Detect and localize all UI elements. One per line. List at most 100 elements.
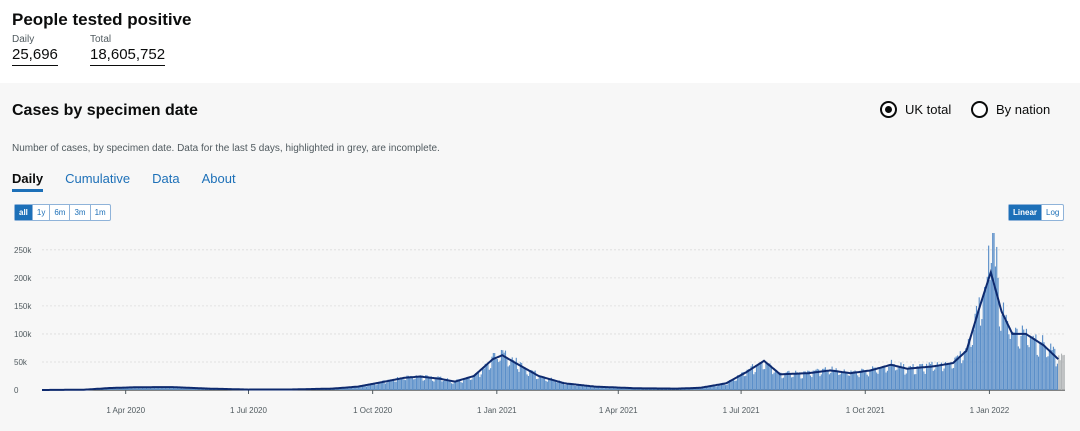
- daily-case-bar: [461, 382, 463, 390]
- daily-case-bar: [513, 360, 515, 390]
- chart-description: Number of cases, by specimen date. Data …: [12, 143, 440, 154]
- daily-case-bar: [722, 382, 724, 390]
- daily-case-bar: [600, 386, 602, 390]
- daily-case-bar: [383, 380, 385, 390]
- daily-case-bar: [167, 387, 169, 390]
- daily-case-bar: [411, 377, 413, 390]
- cases-chart[interactable]: 0 50k 100k 150k 200k 250k 1 Apr 2020 1 Jul 202…: [0, 233, 1080, 431]
- daily-case-bar: [557, 380, 559, 390]
- daily-case-bar: [1060, 353, 1063, 390]
- filter-3m-button[interactable]: 3m: [70, 205, 91, 220]
- scale-log-button[interactable]: Log: [1046, 208, 1060, 217]
- tab-daily[interactable]: Daily: [12, 171, 44, 192]
- radio-uk-total[interactable]: UK total: [880, 101, 951, 118]
- daily-case-bar: [483, 368, 485, 390]
- daily-case-bar: [776, 371, 778, 390]
- daily-case-bar: [566, 383, 569, 390]
- x-tick-label: 1 Jul 2021: [723, 406, 760, 415]
- daily-case-bar: [379, 382, 381, 390]
- daily-case-bar: [342, 387, 345, 390]
- daily-case-bar: [384, 383, 386, 390]
- daily-case-bar: [145, 386, 148, 390]
- daily-case-bar: [819, 376, 821, 390]
- tab-about[interactable]: About: [201, 171, 236, 186]
- daily-case-bar: [688, 388, 690, 390]
- daily-case-bar: [764, 369, 766, 390]
- daily-case-bar: [144, 386, 146, 390]
- daily-case-bar: [531, 370, 534, 390]
- daily-case-bar: [190, 387, 192, 390]
- daily-case-bar: [508, 365, 511, 390]
- daily-case-bar: [581, 385, 583, 390]
- daily-case-bar: [986, 276, 988, 390]
- daily-case-bar: [927, 366, 929, 390]
- daily-case-bar: [877, 373, 879, 390]
- daily-case-bar: [1006, 320, 1009, 390]
- daily-case-bar: [442, 380, 444, 390]
- daily-case-bar: [867, 376, 870, 390]
- daily-case-bar: [1017, 346, 1019, 390]
- daily-case-bar: [873, 367, 875, 390]
- daily-case-bar: [855, 372, 857, 390]
- daily-case-bar: [955, 356, 957, 390]
- daily-case-bar: [371, 383, 373, 390]
- daily-value-link[interactable]: 25,696: [12, 46, 58, 66]
- daily-case-bar: [985, 289, 987, 390]
- daily-case-bar: [755, 364, 758, 390]
- daily-case-bar: [1004, 320, 1006, 390]
- daily-case-bar: [766, 363, 768, 390]
- daily-case-bar: [422, 380, 424, 390]
- daily-case-bar: [434, 378, 436, 390]
- filter-6m-button[interactable]: 6m: [50, 205, 71, 220]
- daily-case-bar: [444, 378, 446, 390]
- radio-by-nation[interactable]: By nation: [971, 101, 1050, 118]
- filter-1y-button[interactable]: 1y: [33, 205, 51, 220]
- daily-case-bar: [641, 388, 643, 390]
- daily-case-bar: [125, 387, 127, 390]
- daily-case-bar: [561, 382, 563, 390]
- daily-case-bar: [1043, 342, 1045, 390]
- daily-case-bar: [639, 388, 642, 390]
- daily-case-bar: [423, 380, 426, 390]
- x-tick-label: 1 Jan 2022: [970, 406, 1010, 415]
- daily-case-bar: [836, 370, 839, 390]
- daily-case-bar: [433, 381, 435, 390]
- daily-case-bar: [649, 388, 651, 390]
- daily-case-bar: [1024, 333, 1026, 390]
- daily-case-bar: [890, 359, 893, 390]
- daily-case-bar: [830, 372, 832, 390]
- daily-case-bar: [552, 379, 554, 390]
- daily-case-bar: [185, 387, 187, 390]
- daily-case-bar: [399, 378, 401, 390]
- daily-case-bar: [588, 385, 590, 390]
- daily-case-bar: [159, 387, 161, 390]
- daily-case-bar: [998, 326, 1001, 390]
- daily-case-bar: [160, 387, 162, 390]
- daily-case-bar: [907, 369, 909, 390]
- page-title: People tested positive: [12, 10, 192, 29]
- daily-case-bar: [430, 376, 432, 390]
- scale-linear-button[interactable]: Linear: [1009, 205, 1043, 220]
- daily-case-bar: [796, 372, 798, 390]
- daily-case-bar: [935, 366, 937, 390]
- daily-case-bar: [711, 385, 713, 390]
- daily-case-bar: [487, 364, 489, 390]
- daily-case-bar: [759, 362, 762, 390]
- daily-case-bar: [127, 387, 129, 390]
- daily-case-bar: [120, 388, 122, 390]
- total-value-link[interactable]: 18,605,752: [90, 46, 166, 66]
- tab-cumulative[interactable]: Cumulative: [65, 171, 131, 186]
- daily-case-bar: [456, 379, 458, 390]
- daily-case-bar: [863, 372, 866, 390]
- tab-data[interactable]: Data: [152, 171, 180, 186]
- daily-case-bar: [519, 362, 521, 390]
- filter-1m-button[interactable]: 1m: [94, 208, 106, 217]
- filter-all-button[interactable]: all: [15, 205, 33, 220]
- daily-case-bar: [716, 386, 718, 390]
- daily-case-bar: [928, 362, 930, 390]
- daily-case-bar: [378, 382, 380, 390]
- daily-case-bar: [920, 364, 922, 390]
- daily-case-bar: [534, 370, 536, 390]
- daily-case-bar: [392, 380, 395, 390]
- daily-case-bar: [506, 359, 508, 390]
